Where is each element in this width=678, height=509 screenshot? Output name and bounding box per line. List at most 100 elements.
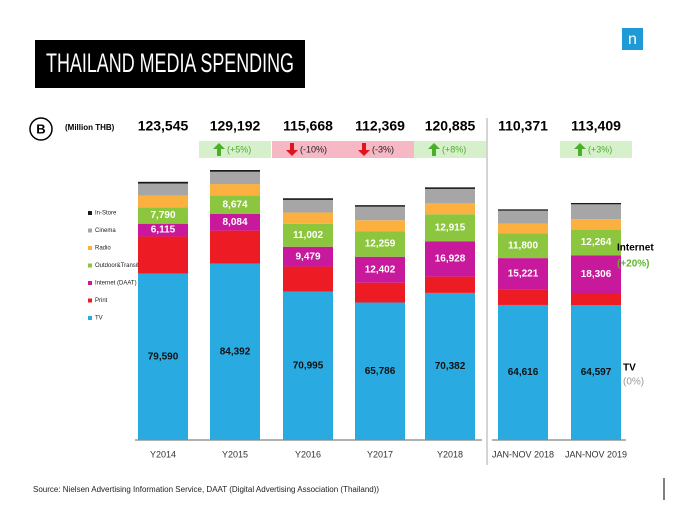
bar-segment — [425, 187, 475, 189]
total-label: 123,545 — [138, 118, 189, 134]
bar-segment — [210, 184, 260, 196]
bar-segment — [210, 230, 260, 264]
change-arrow — [428, 143, 440, 156]
legend-swatch — [88, 228, 92, 233]
value-label: 9,479 — [295, 251, 320, 262]
annotation: TV — [623, 363, 636, 374]
legend-swatch — [88, 281, 92, 285]
bar-segment — [138, 236, 188, 274]
value-label: 64,616 — [508, 367, 539, 378]
bar-segment — [210, 171, 260, 185]
value-label: 7,790 — [150, 210, 175, 221]
value-label: 79,590 — [148, 351, 179, 362]
value-label: 12,259 — [365, 239, 396, 250]
value-label: 12,264 — [581, 237, 612, 248]
bar-segment — [571, 255, 621, 294]
bar-segment — [283, 223, 333, 247]
bar-segment — [138, 207, 188, 224]
bar-segment — [355, 302, 405, 440]
bar-segment — [355, 220, 405, 232]
total-label: 120,885 — [425, 118, 476, 134]
bar-segment — [138, 273, 188, 440]
change-arrow — [286, 143, 298, 156]
bar-segment — [210, 263, 260, 440]
x-tick-label: Y2017 — [367, 449, 393, 459]
bar-segment — [498, 289, 548, 305]
value-label: 18,306 — [581, 269, 612, 280]
bar-segment — [283, 266, 333, 292]
bar-segment — [355, 206, 405, 221]
logo-box — [622, 28, 643, 50]
bar-segment — [425, 241, 475, 277]
total-label: 115,668 — [283, 118, 333, 134]
legend-label: In-Store — [95, 211, 117, 217]
legend-swatch — [88, 246, 92, 250]
bar-segment — [571, 219, 621, 230]
bar-segment — [210, 213, 260, 231]
value-label: 11,002 — [293, 230, 323, 241]
bar-segment — [425, 292, 475, 440]
title-box — [35, 40, 305, 88]
value-label: 12,915 — [435, 222, 466, 233]
value-label: 8,084 — [222, 217, 247, 228]
bar-segment — [571, 304, 621, 440]
bar-segment — [425, 203, 475, 215]
change-arrow — [213, 143, 225, 156]
bar-segment — [498, 258, 548, 290]
total-label: 112,369 — [355, 118, 405, 134]
bar-segment — [138, 183, 188, 196]
value-label: 11,800 — [508, 240, 538, 251]
legend-label: Outdoor&Transit — [95, 263, 139, 269]
bar-segment — [498, 304, 548, 440]
bar-segment — [571, 202, 621, 205]
legend-label: TV — [95, 316, 103, 322]
x-tick-label: Y2016 — [295, 449, 321, 459]
value-label: 70,382 — [435, 361, 466, 372]
annotation: (0%) — [623, 377, 644, 388]
legend-label: Radio — [95, 246, 111, 252]
total-label: 110,371 — [498, 118, 548, 134]
change-label: (+5%) — [227, 144, 251, 154]
value-label: 70,995 — [293, 360, 324, 371]
annotation: (+20%) — [617, 259, 650, 270]
change-label: (+3%) — [588, 144, 612, 154]
bar-segment — [571, 204, 621, 220]
value-label: 84,392 — [220, 346, 251, 357]
legend-label: Print — [95, 298, 108, 304]
logo: n — [628, 31, 637, 48]
bar-segment — [210, 170, 260, 172]
legend-swatch — [88, 316, 92, 320]
bar-segment — [283, 198, 333, 200]
change-label: (+8%) — [442, 144, 466, 154]
bar-segment — [498, 233, 548, 259]
bar-segment — [138, 181, 188, 184]
x-tick-label: Y2015 — [222, 449, 248, 459]
value-label: 65,786 — [365, 366, 396, 377]
bar-segment — [425, 188, 475, 204]
annotation: Internet — [617, 243, 654, 254]
bar-segment — [283, 199, 333, 213]
change-arrow — [574, 143, 586, 156]
change-label: (-10%) — [300, 144, 327, 154]
x-tick-label: Y2018 — [437, 449, 463, 459]
bar-segment — [283, 246, 333, 267]
source: Source: Nielsen Advertising Information … — [33, 485, 379, 494]
value-label: 64,597 — [581, 367, 612, 378]
change-arrow — [358, 143, 370, 156]
bar-segment — [498, 223, 548, 234]
bar-segment — [283, 212, 333, 224]
legend-swatch — [88, 211, 92, 215]
unit-label: (Million THB) — [65, 123, 115, 132]
bar-segment — [498, 209, 548, 211]
bar-segment — [425, 276, 475, 293]
bar-segment — [283, 291, 333, 440]
legend-swatch — [88, 298, 92, 303]
value-label: 6,115 — [151, 225, 176, 236]
bar-segment — [355, 231, 405, 257]
x-tick-label: JAN-NOV 2018 — [492, 449, 554, 459]
total-label: 129,192 — [210, 118, 261, 134]
legend-swatch — [88, 263, 92, 268]
value-label: 16,928 — [435, 254, 466, 265]
bar-segment — [138, 223, 188, 237]
bar-segment — [571, 229, 621, 256]
